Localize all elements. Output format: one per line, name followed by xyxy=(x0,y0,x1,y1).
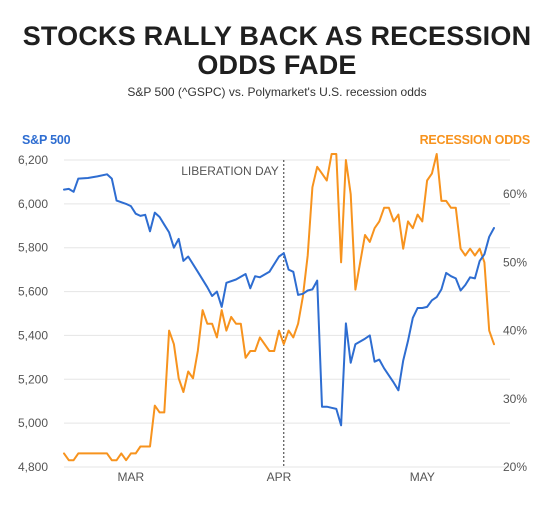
gridlines xyxy=(64,159,510,468)
left-axis-ticks: 4,800 5,000 5,200 5,400 5,600 5,800 6,000 6,200 xyxy=(18,153,48,474)
right-tick-label: 50% xyxy=(503,255,527,269)
right-axis-ticks: 20% 30% 40% 50% 60% xyxy=(503,187,527,474)
x-tick-label: MAY xyxy=(410,470,435,484)
left-tick-label: 5,400 xyxy=(18,328,48,342)
left-axis-title: S&P 500 xyxy=(22,133,71,147)
x-tick-label: MAR xyxy=(118,470,145,484)
left-tick-label: 4,800 xyxy=(18,460,48,474)
right-tick-label: 30% xyxy=(503,392,527,406)
right-axis-title: RECESSION ODDS xyxy=(419,133,531,147)
x-axis-ticks: MAR APR MAY xyxy=(118,470,435,484)
series-lines xyxy=(63,153,495,462)
chart-title-line-2: ODDS FADE xyxy=(197,50,357,80)
chart-title: STOCKS RALLY BACK AS RECESSION ODDS FADE xyxy=(0,22,554,80)
x-tick-label: APR xyxy=(267,470,292,484)
left-tick-label: 5,800 xyxy=(18,241,48,255)
recession-odds-series-line xyxy=(63,153,495,462)
left-tick-label: 5,200 xyxy=(18,372,48,386)
chart-subtitle: S&P 500 (^GSPC) vs. Polymarket's U.S. re… xyxy=(127,85,427,99)
left-tick-label: 6,200 xyxy=(18,153,48,167)
left-tick-label: 5,000 xyxy=(18,416,48,430)
right-tick-label: 40% xyxy=(503,324,527,338)
chart-title-line-1: STOCKS RALLY BACK AS RECESSION xyxy=(22,21,532,51)
sp500-series-line xyxy=(63,173,495,427)
right-tick-label: 60% xyxy=(503,187,527,201)
left-tick-label: 6,000 xyxy=(18,197,48,211)
left-tick-label: 5,600 xyxy=(18,285,48,299)
right-tick-label: 20% xyxy=(503,460,527,474)
liberation-day-label: LIBERATION DAY xyxy=(181,164,279,178)
annotation: LIBERATION DAY xyxy=(181,160,285,467)
